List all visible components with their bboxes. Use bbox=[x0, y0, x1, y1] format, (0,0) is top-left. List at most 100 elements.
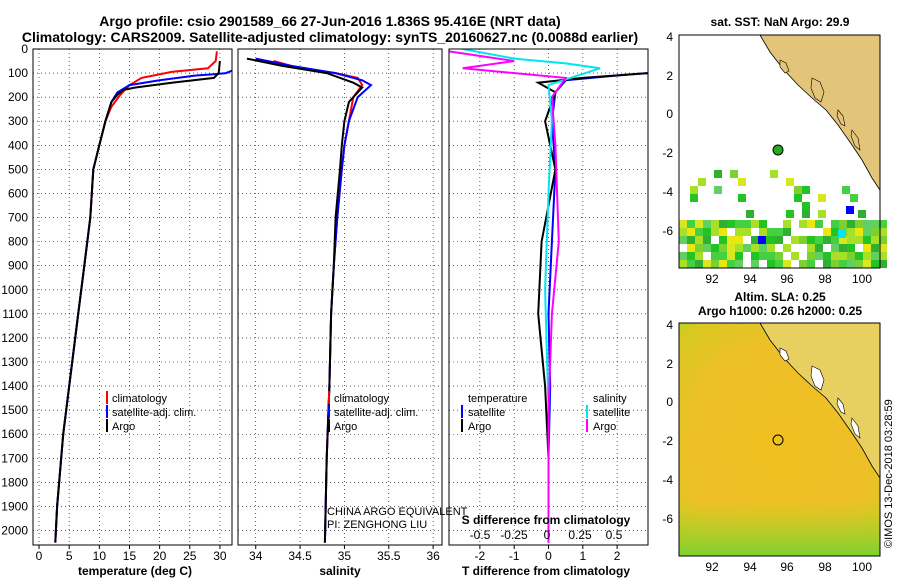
sst-pixel bbox=[818, 194, 826, 202]
lat-tick-label: -6 bbox=[662, 512, 673, 526]
sst-pixel bbox=[770, 170, 778, 178]
island-shape bbox=[836, 397, 846, 415]
lon-tick-label: 94 bbox=[743, 560, 757, 574]
sst-pixel bbox=[838, 230, 846, 238]
sst-pixel bbox=[711, 228, 719, 236]
lat-tick-label: 4 bbox=[666, 30, 673, 44]
depth-axis: 0 100 200 300 400 500 600 700 800 900 1000 1100 1200… bbox=[1, 42, 28, 538]
sst-map bbox=[678, 34, 887, 269]
sst-pixel bbox=[879, 236, 887, 244]
sst-pixel bbox=[783, 220, 791, 228]
x-tick-label: 30 bbox=[213, 549, 227, 563]
plot-frame bbox=[32, 48, 233, 546]
s-tick-label: -0.5 bbox=[470, 528, 491, 542]
depth-tick-label: 1000 bbox=[1, 283, 28, 297]
sst-pixel bbox=[799, 220, 807, 228]
sst-pixel bbox=[847, 236, 855, 244]
lat-tick-label: 4 bbox=[666, 318, 673, 332]
sst-pixel bbox=[783, 244, 791, 252]
sst-pixel bbox=[735, 236, 743, 244]
sst-pixel bbox=[815, 244, 823, 252]
depth-tick-label: 1500 bbox=[1, 403, 28, 417]
lon-tick-label: 92 bbox=[705, 560, 719, 574]
sst-pixel bbox=[807, 244, 815, 252]
sst-pixel bbox=[871, 220, 879, 228]
sst-pixel bbox=[858, 210, 866, 218]
lon-tick-label: 98 bbox=[818, 272, 832, 286]
lon-tick-label: 100 bbox=[852, 272, 872, 286]
sst-pixel bbox=[855, 260, 863, 268]
sst-pixel bbox=[775, 260, 783, 268]
sst-pixel bbox=[846, 206, 854, 214]
series-t-satellite bbox=[547, 72, 648, 543]
sst-pixel bbox=[751, 252, 759, 260]
sst-pixel bbox=[751, 236, 759, 244]
sst-pixel bbox=[775, 236, 783, 244]
depth-tick-label: 1600 bbox=[1, 427, 28, 441]
sst-pixel bbox=[738, 194, 746, 202]
sst-pixel bbox=[719, 228, 727, 236]
lon-tick-label: 96 bbox=[780, 560, 794, 574]
sst-pixel bbox=[831, 260, 839, 268]
float-position-marker bbox=[772, 434, 784, 446]
sst-pixel bbox=[831, 252, 839, 260]
difference-legend: temperature satellite Argo salinity sate… bbox=[461, 393, 630, 433]
sst-pixel bbox=[863, 220, 871, 228]
sst-pixel bbox=[735, 260, 743, 268]
sst-pixel bbox=[751, 260, 759, 268]
sst-pixel bbox=[698, 178, 706, 186]
sst-pixel bbox=[687, 220, 695, 228]
series-argo bbox=[246, 57, 364, 543]
sst-pixel bbox=[863, 236, 871, 244]
sst-pixel bbox=[831, 236, 839, 244]
sst-pixel bbox=[695, 220, 703, 228]
sst-pixel bbox=[842, 186, 850, 194]
salinity-legend: climatology satellite-adj. clim. Argo bbox=[328, 391, 418, 433]
s-diff-ticks: -0.5 -0.25 0 0.25 0.5 bbox=[470, 528, 623, 542]
plot-frame bbox=[448, 48, 649, 546]
sst-pixel bbox=[703, 260, 711, 268]
series-satellite-adj-clim- bbox=[54, 69, 232, 543]
sst-pixel bbox=[727, 260, 735, 268]
sst-pixel bbox=[850, 194, 858, 202]
sst-pixel bbox=[879, 244, 887, 252]
sst-pixel bbox=[751, 244, 759, 252]
sst-pixel bbox=[823, 260, 831, 268]
depth-tick-label: 1100 bbox=[2, 307, 28, 321]
sst-pixel bbox=[802, 186, 810, 194]
sst-pixel bbox=[799, 236, 807, 244]
title-line-1: Argo profile: csio 2901589_66 27-Jun-201… bbox=[99, 13, 560, 29]
sst-pixel bbox=[690, 194, 698, 202]
x-tick-label: 35.5 bbox=[377, 549, 401, 563]
sst-pixel bbox=[719, 236, 727, 244]
sst-pixel bbox=[799, 260, 807, 268]
depth-tick-label: 1300 bbox=[1, 355, 28, 369]
depth-tick-label: 0 bbox=[21, 42, 28, 56]
x-tick-label: 35 bbox=[338, 549, 352, 563]
island-shape bbox=[779, 347, 790, 362]
sst-pixel bbox=[735, 244, 743, 252]
sst-pixel bbox=[730, 170, 738, 178]
sst-pixel bbox=[855, 220, 863, 228]
sst-pixel bbox=[695, 236, 703, 244]
lat-tick-label: -2 bbox=[662, 434, 673, 448]
sst-pixel bbox=[791, 252, 799, 260]
sst-pixel bbox=[738, 178, 746, 186]
sst-pixel bbox=[695, 260, 703, 268]
sst-pixel bbox=[759, 228, 767, 236]
sla-map-title-2: Argo h1000: 0.26 h2000: 0.25 bbox=[698, 304, 862, 318]
depth-tick-label: 900 bbox=[8, 259, 28, 273]
sst-pixel bbox=[767, 236, 775, 244]
temperature-xlabel: temperature (deg C) bbox=[78, 564, 192, 578]
sst-pixel bbox=[863, 260, 871, 268]
sst-pixel bbox=[690, 186, 698, 194]
watermark: ©IMOS 13-Dec-2018 03:28:59 bbox=[883, 399, 895, 548]
x-tick-label: -2 bbox=[475, 549, 486, 563]
annotation-line-1: CHINA ARGO EQUIVALENT bbox=[327, 506, 468, 518]
depth-tick-label: 1900 bbox=[1, 499, 28, 513]
x-tick-label: 34.5 bbox=[288, 549, 312, 563]
sst-pixel bbox=[831, 228, 839, 236]
salinity-panel: 34 34.5 35 35.5 36 bbox=[237, 48, 443, 563]
sst-pixel bbox=[879, 260, 887, 268]
sst-pixel bbox=[855, 228, 863, 236]
